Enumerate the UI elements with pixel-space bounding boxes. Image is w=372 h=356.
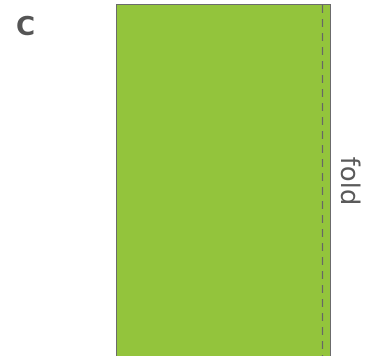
fold-label: fold — [334, 156, 364, 206]
step-label: C — [16, 12, 36, 42]
fabric-panel — [116, 4, 331, 356]
